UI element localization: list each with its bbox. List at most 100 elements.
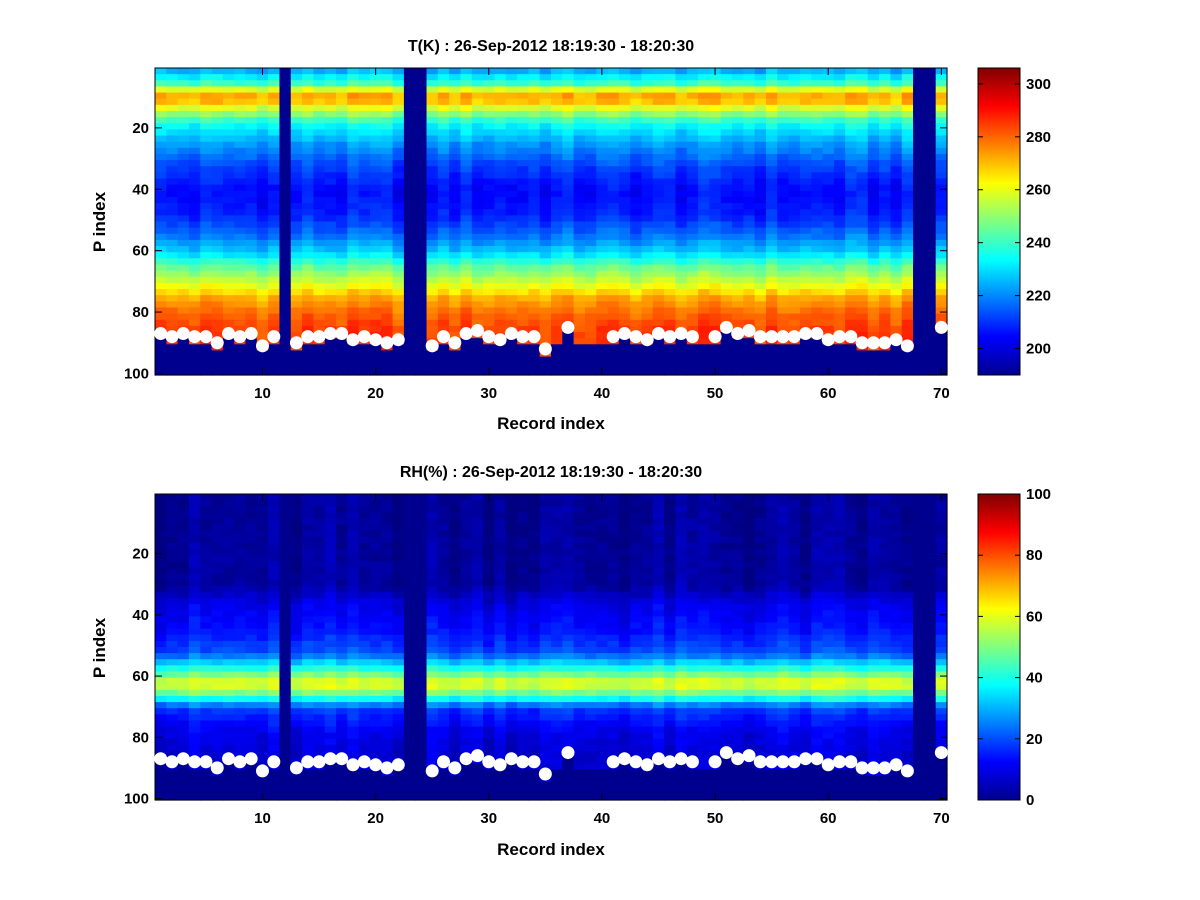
heatmap-cell bbox=[618, 356, 631, 364]
heatmap-cell bbox=[494, 209, 507, 216]
heatmap-cell bbox=[245, 573, 258, 581]
heatmap-cell bbox=[347, 708, 360, 715]
heatmap-cell bbox=[381, 579, 394, 587]
heatmap-cell bbox=[279, 227, 292, 235]
heatmap-cell bbox=[562, 203, 575, 210]
heatmap-cell bbox=[302, 732, 314, 740]
heatmap-cell bbox=[381, 92, 394, 100]
heatmap-cell bbox=[924, 319, 937, 327]
heatmap-cell bbox=[166, 172, 179, 180]
heatmap-cell bbox=[777, 141, 790, 149]
heatmap-cell bbox=[358, 270, 371, 278]
heatmap-cell bbox=[754, 74, 767, 81]
heatmap-cell bbox=[494, 233, 507, 241]
heatmap-cell bbox=[562, 233, 575, 241]
heatmap-cell bbox=[256, 129, 269, 137]
heatmap-cell bbox=[369, 659, 382, 666]
heatmap-cell bbox=[324, 787, 337, 795]
surface-marker bbox=[516, 330, 530, 344]
heatmap-cell bbox=[607, 160, 620, 167]
heatmap-cell bbox=[347, 702, 360, 709]
heatmap-cell bbox=[618, 135, 631, 143]
heatmap-cell bbox=[845, 246, 858, 253]
heatmap-cell bbox=[460, 141, 473, 149]
heatmap-cell bbox=[245, 561, 258, 569]
heatmap-cell bbox=[268, 356, 281, 364]
heatmap-cell bbox=[494, 172, 507, 180]
heatmap-cell bbox=[234, 295, 247, 302]
heatmap-cell bbox=[302, 744, 314, 752]
heatmap-cell bbox=[302, 585, 314, 593]
heatmap-cell bbox=[811, 110, 824, 118]
heatmap-cell bbox=[234, 695, 247, 703]
heatmap-cell bbox=[698, 246, 710, 253]
heatmap-cell bbox=[788, 178, 801, 186]
heatmap-cell bbox=[200, 282, 213, 290]
heatmap-cell bbox=[336, 714, 348, 722]
heatmap-cell bbox=[302, 628, 314, 636]
heatmap-cell bbox=[211, 598, 224, 605]
heatmap-cell bbox=[811, 307, 824, 315]
heatmap-cell bbox=[279, 141, 292, 149]
heatmap-cell bbox=[188, 769, 201, 777]
heatmap-cell bbox=[313, 738, 326, 746]
heatmap-cell bbox=[777, 147, 790, 155]
heatmap-cell bbox=[336, 671, 348, 679]
heatmap-cell bbox=[336, 282, 348, 290]
heatmap-cell bbox=[867, 123, 880, 130]
heatmap-cell bbox=[901, 129, 914, 137]
heatmap-cell bbox=[222, 542, 235, 550]
heatmap-cell bbox=[913, 325, 925, 333]
heatmap-cell bbox=[743, 80, 756, 88]
heatmap-cell bbox=[901, 110, 914, 118]
heatmap-cell bbox=[336, 356, 348, 364]
heatmap-cell bbox=[222, 153, 235, 161]
heatmap-cell bbox=[268, 653, 281, 660]
heatmap-cell bbox=[234, 506, 247, 513]
heatmap-cell bbox=[324, 344, 337, 352]
heatmap-cell bbox=[256, 536, 269, 544]
heatmap-cell bbox=[901, 104, 914, 112]
heatmap-cell bbox=[743, 289, 756, 296]
heatmap-cell bbox=[336, 640, 348, 648]
heatmap-cell bbox=[856, 117, 869, 124]
heatmap-cell bbox=[347, 289, 360, 296]
surface-marker bbox=[527, 330, 541, 344]
heatmap-cell bbox=[607, 86, 620, 94]
heatmap-cell bbox=[222, 104, 235, 112]
heatmap-cell bbox=[675, 153, 688, 161]
heatmap-cell bbox=[369, 610, 382, 617]
heatmap-cell bbox=[539, 117, 552, 124]
heatmap-cell bbox=[449, 677, 462, 685]
heatmap-cell bbox=[369, 246, 382, 253]
heatmap-cell bbox=[155, 196, 167, 204]
heatmap-cell bbox=[256, 542, 269, 550]
heatmap-cell bbox=[935, 338, 948, 345]
heatmap-cell bbox=[777, 74, 790, 81]
heatmap-cell bbox=[324, 319, 337, 327]
heatmap-cell bbox=[935, 184, 948, 192]
heatmap-cell bbox=[618, 215, 631, 223]
heatmap-cell bbox=[924, 117, 937, 124]
heatmap-cell bbox=[799, 227, 812, 235]
heatmap-cell bbox=[415, 494, 428, 501]
heatmap-cell bbox=[188, 129, 201, 137]
heatmap-cell bbox=[200, 744, 213, 752]
heatmap-cell bbox=[302, 221, 314, 229]
heatmap-cell bbox=[234, 319, 247, 327]
heatmap-cell bbox=[426, 683, 439, 691]
heatmap-cell bbox=[924, 135, 937, 143]
heatmap-cell bbox=[166, 301, 179, 309]
heatmap-cell bbox=[799, 282, 812, 290]
heatmap-cell bbox=[596, 338, 609, 345]
heatmap-cell bbox=[675, 356, 688, 364]
heatmap-cell bbox=[290, 640, 303, 648]
heatmap-cell bbox=[426, 757, 439, 764]
heatmap-cell bbox=[494, 153, 507, 161]
heatmap-cell bbox=[630, 184, 643, 192]
heatmap-cell bbox=[245, 634, 258, 642]
heatmap-cell bbox=[415, 542, 428, 550]
heatmap-cell bbox=[302, 289, 314, 296]
heatmap-cell bbox=[437, 604, 450, 611]
